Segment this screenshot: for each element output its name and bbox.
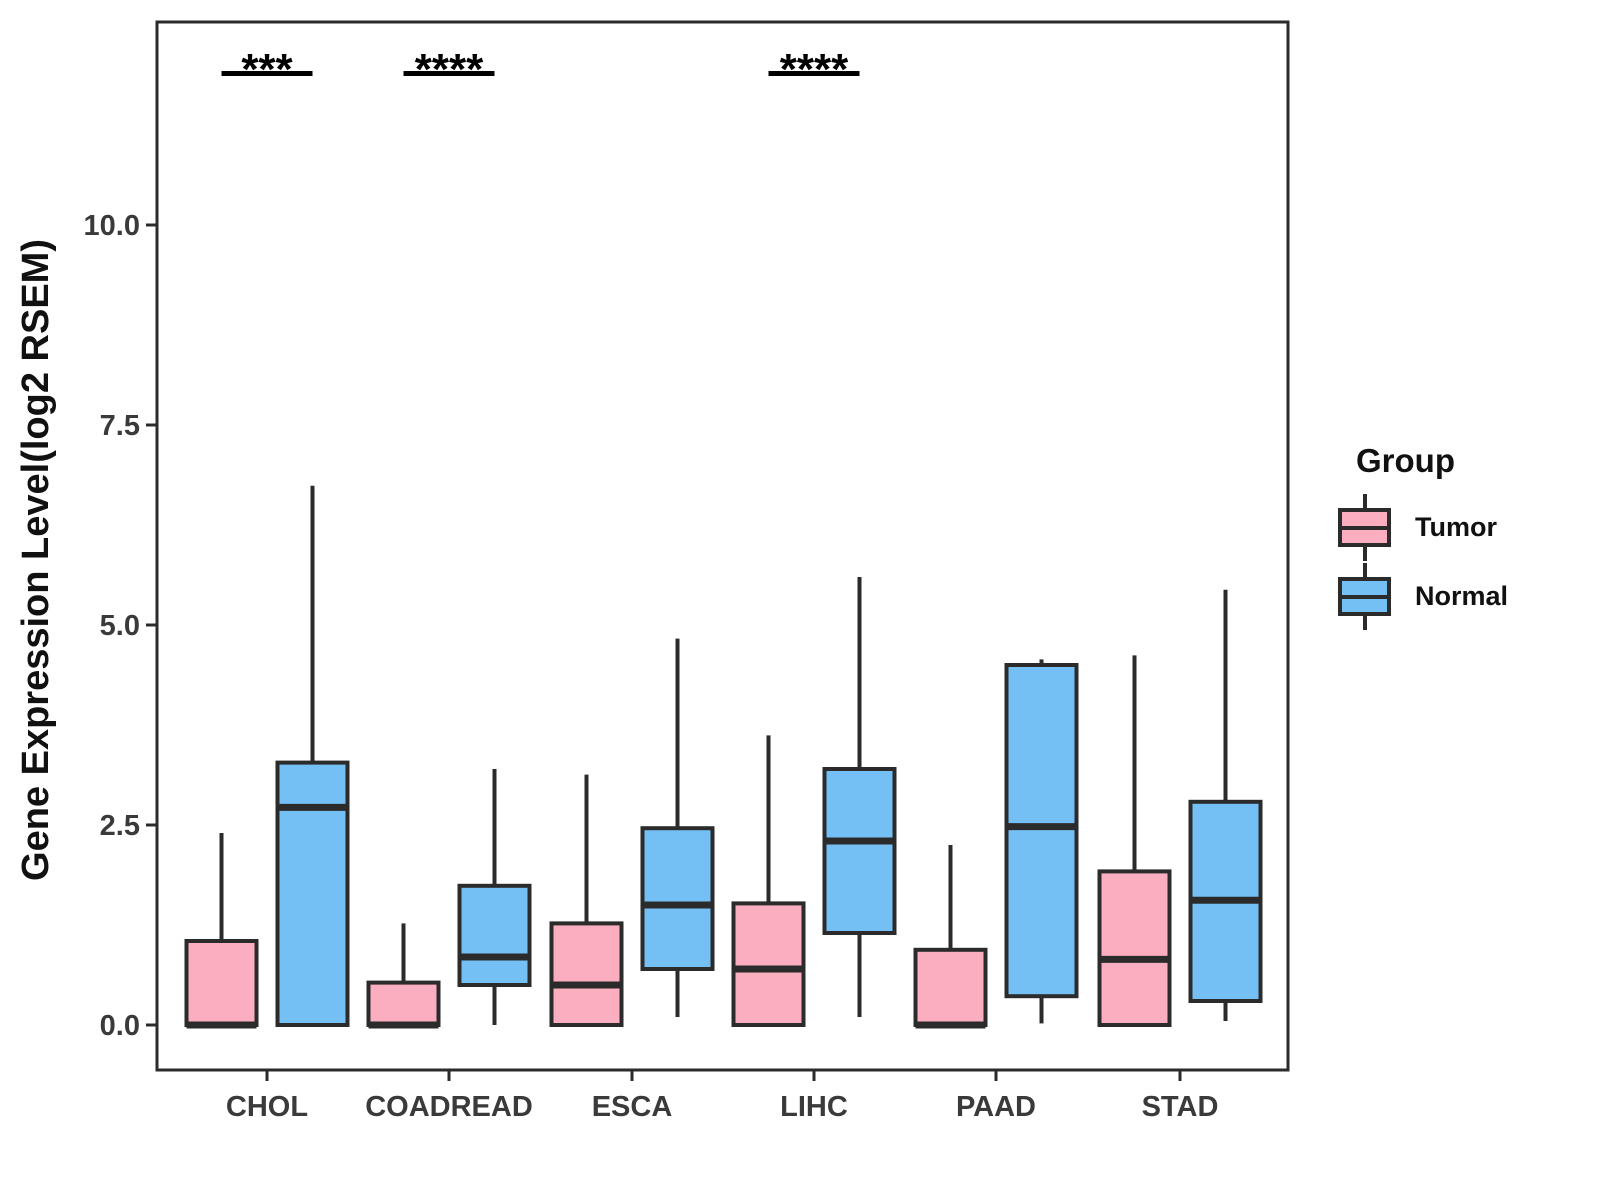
sig-label-LIHC: **** xyxy=(780,45,849,94)
box-PAAD-Normal xyxy=(1004,663,1079,999)
panel-border xyxy=(155,20,1290,1072)
legend-label: Normal xyxy=(1415,581,1509,611)
box-CHOL-Normal xyxy=(275,760,350,1027)
y-tick-label: 7.5 xyxy=(100,410,140,442)
box-COADREAD-Normal xyxy=(457,883,532,987)
y-tick-label: 2.5 xyxy=(100,810,140,842)
x-tick-label: LIHC xyxy=(780,1091,848,1123)
box-STAD-Tumor xyxy=(1097,869,1172,1028)
x-tick-label: COADREAD xyxy=(365,1091,533,1123)
legend-item-normal: Normal xyxy=(1330,563,1508,630)
legend-box xyxy=(1338,577,1391,616)
box-ESCA-Normal xyxy=(640,826,715,972)
legend-label: Tumor xyxy=(1415,512,1497,542)
box-PAAD-Tumor xyxy=(913,947,988,1027)
y-tick-label: 10.0 xyxy=(84,210,140,242)
x-tick-label: PAAD xyxy=(956,1091,1036,1123)
y-tick-label: 0.0 xyxy=(100,1010,140,1042)
box-ESCA-Tumor xyxy=(549,921,624,1028)
legend-median-line xyxy=(1342,594,1387,599)
box-LIHC-Normal xyxy=(822,767,897,935)
box-LIHC-Tumor xyxy=(731,901,806,1028)
sig-label-COADREAD: **** xyxy=(415,45,484,94)
legend-title: Group xyxy=(1356,442,1455,479)
box-CHOL-Tumor xyxy=(184,939,259,1027)
legend-box xyxy=(1338,508,1391,547)
x-tick-label: STAD xyxy=(1142,1091,1219,1123)
y-axis-title: Gene Expression Level(log2 RSEM) xyxy=(15,239,57,881)
legend: Group Tumor Normal xyxy=(1330,442,1508,632)
legend-item-tumor: Tumor xyxy=(1330,494,1508,561)
y-tick-label: 5.0 xyxy=(100,610,140,642)
sig-label-CHOL: *** xyxy=(241,45,293,94)
legend-boxplot-icon xyxy=(1338,494,1391,561)
x-tick-label: CHOL xyxy=(226,1091,308,1123)
x-tick-label: ESCA xyxy=(592,1091,673,1123)
legend-items: Tumor Normal xyxy=(1330,494,1508,630)
box-COADREAD-Tumor xyxy=(366,980,441,1027)
legend-boxplot-icon xyxy=(1338,563,1391,630)
legend-median-line xyxy=(1342,525,1387,530)
